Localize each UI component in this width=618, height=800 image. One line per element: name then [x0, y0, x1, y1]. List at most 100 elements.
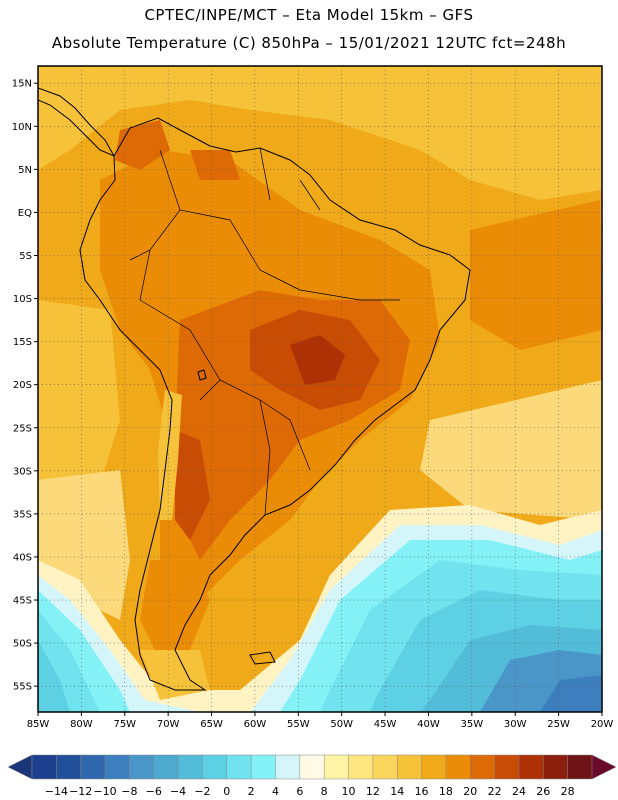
colorbar-label: −2	[194, 785, 210, 798]
lon-label: 80W	[70, 719, 93, 730]
field-patagonia-20	[140, 560, 210, 660]
lon-label: 30W	[504, 719, 527, 730]
colorbar-label: 4	[272, 785, 279, 798]
colorbar-swatch	[348, 754, 374, 780]
colorbar-swatch	[323, 754, 350, 780]
colorbar-swatch	[56, 754, 82, 780]
coastlines	[38, 87, 471, 691]
colorbar-label: 14	[390, 785, 404, 798]
lat-label: 35S	[13, 509, 32, 520]
field-ocean-16-pacific	[38, 300, 120, 520]
lat-label: 45S	[13, 596, 32, 607]
field-ocean-16-north	[38, 66, 602, 200]
colorbar-label: −10	[93, 785, 116, 798]
colorbar-swatch	[421, 754, 447, 780]
temperature-field	[38, 66, 602, 712]
lon-label: 50W	[330, 719, 353, 730]
lon-label: 20W	[591, 719, 614, 730]
colorbar-swatch	[153, 754, 179, 780]
lat-label: EQ	[18, 208, 32, 219]
field-land-26	[290, 335, 345, 385]
colorbar: −14 −12 −10 −8 −6 −4 −2 0 2 4 6 8 10 12 14 16 18 20 22 24 26…	[7, 754, 617, 798]
lon-label: 60W	[244, 719, 267, 730]
lon-label: 65W	[200, 719, 223, 730]
lat-label: 50S	[13, 639, 32, 650]
colorbar-label: −6	[146, 785, 162, 798]
colorbar-swatch	[567, 754, 593, 780]
lat-label: 55S	[13, 682, 32, 693]
lat-label: 40S	[13, 552, 32, 563]
south-america-coastline	[79, 117, 471, 691]
colorbar-label: 22	[488, 785, 502, 798]
lake-titicaca	[197, 369, 207, 381]
colorbar-label: −8	[121, 785, 137, 798]
colorbar-label: 18	[439, 785, 453, 798]
lon-label: 75W	[113, 719, 136, 730]
colorbar-swatch	[80, 754, 106, 780]
field-tierra-16	[140, 650, 210, 700]
lat-label: 5S	[19, 251, 32, 262]
map-title-line-1: CPTEC/INPE/MCT – Eta Model 15km – GFS	[144, 6, 474, 24]
colorbar-label: 12	[366, 785, 380, 798]
colorbar-swatch	[202, 754, 228, 780]
colorbar-swatch	[445, 754, 471, 780]
lon-label: 85W	[27, 719, 50, 730]
lon-label: 70W	[157, 719, 180, 730]
lat-label: 10S	[13, 294, 32, 305]
field-caribbean-22	[115, 120, 240, 180]
lon-label: 25W	[547, 719, 570, 730]
lat-label: 15N	[12, 79, 32, 90]
colorbar-min-arrow	[7, 754, 33, 780]
map-title-line-2: Absolute Temperature (C) 850hPa – 15/01/…	[51, 34, 567, 52]
latitude-labels: 15N 10N 5N EQ 5S 10S 15S 20S 25S 30S 35S 40S 45S 50S 5…	[12, 79, 38, 693]
colorbar-label: −4	[170, 785, 186, 798]
colorbar-label: 6	[296, 785, 303, 798]
lon-label: 35W	[461, 719, 484, 730]
colorbar-label: 20	[463, 785, 477, 798]
field-south-m6	[540, 675, 602, 712]
colorbar-label: 2	[248, 785, 255, 798]
colorbar-swatch	[129, 754, 155, 780]
colorbar-label: 10	[342, 785, 356, 798]
colorbar-label: 28	[561, 785, 575, 798]
lat-label: 15S	[13, 337, 32, 348]
colorbar-swatch	[396, 754, 423, 780]
lat-label: 25S	[13, 423, 32, 434]
colorbar-swatch	[226, 754, 252, 780]
colorbar-swatch	[518, 754, 544, 780]
colorbar-label: 26	[536, 785, 550, 798]
lat-label: 20S	[13, 380, 32, 391]
field-ocean-14-atlantic	[420, 380, 602, 520]
colorbar-label: 0	[223, 785, 230, 798]
field-andes-cool	[158, 390, 182, 520]
lat-label: 10N	[12, 122, 32, 133]
central-america-coastline	[38, 87, 116, 158]
colorbar-swatch	[543, 754, 569, 780]
colorbar-swatch	[104, 754, 130, 780]
lon-label: 45W	[374, 719, 397, 730]
colorbar-swatch	[250, 754, 277, 780]
colorbar-swatch	[470, 754, 496, 780]
colorbar-label: 24	[512, 785, 526, 798]
colorbar-swatch	[31, 754, 57, 780]
lon-label: 40W	[417, 719, 440, 730]
lat-label: 5N	[18, 165, 32, 176]
field-ocean-20-east	[470, 200, 602, 350]
map-frame	[37, 65, 603, 713]
colorbar-max-arrow	[591, 754, 617, 780]
colorbar-swatch	[275, 754, 301, 780]
colorbar-label: −14	[45, 785, 68, 798]
colorbar-swatch	[372, 754, 398, 780]
colorbar-label: −12	[69, 785, 92, 798]
colorbar-swatch	[177, 754, 203, 780]
country-borders	[129, 147, 400, 516]
lat-label: 30S	[13, 466, 32, 477]
lon-label: 55W	[287, 719, 310, 730]
colorbar-label: 8	[321, 785, 328, 798]
longitude-labels: 85W 80W 75W 70W 65W 60W 55W 50W 45W 40W 35W 30W 25W 2…	[27, 712, 614, 730]
colorbar-swatch	[299, 754, 325, 780]
colorbar-label: 16	[415, 785, 429, 798]
falkland-islands	[249, 651, 276, 665]
colorbar-swatch	[494, 754, 520, 780]
